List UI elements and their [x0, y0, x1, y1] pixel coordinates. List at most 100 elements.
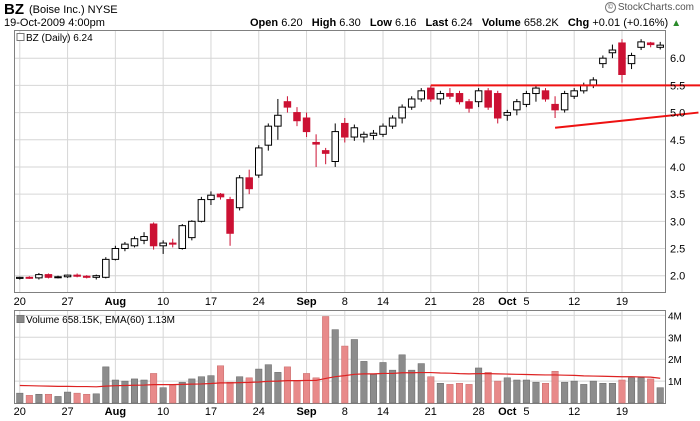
date-tick-label: Aug	[105, 406, 126, 418]
date-axis-volume: 20 27 Aug 10 17 24 Sep 8 14 21 28 Oct 5 12 19	[14, 406, 628, 418]
volume-bar	[513, 379, 521, 404]
volume-bar	[637, 377, 645, 404]
candle-body	[140, 236, 148, 241]
date-tick-label: 5	[523, 406, 529, 418]
high-label: High	[311, 17, 337, 29]
price-tick-label: 2.5	[670, 244, 685, 256]
volume-bar	[188, 378, 196, 404]
volume-bar	[73, 392, 81, 404]
volume-bar	[561, 381, 569, 404]
candle-body	[73, 274, 81, 277]
volume-bar	[350, 339, 358, 404]
volume-bar	[436, 383, 444, 404]
stockcharts-logo[interactable]: © StockCharts.com	[604, 2, 694, 13]
candle-body	[197, 199, 206, 222]
low-label: Low	[369, 17, 392, 29]
volume-axis: 1M 2M 3M 4M	[668, 311, 682, 388]
date-tick-label: 5	[523, 296, 529, 308]
volume-bar	[140, 379, 148, 404]
volume-bar	[417, 363, 425, 404]
candle-body	[226, 199, 234, 234]
candle-body	[321, 150, 330, 154]
volume-legend: Volume 658.15K, EMA(60) 1.13M	[26, 315, 175, 326]
candle-body	[274, 114, 282, 127]
candle-body	[398, 106, 406, 119]
trendline	[554, 111, 699, 129]
volume-bar	[570, 380, 578, 404]
volume-bar	[647, 378, 655, 404]
candle-body	[646, 42, 655, 46]
quote-datetime: 19-Oct-2009 4:00pm	[4, 17, 105, 29]
date-tick-label: Sep	[296, 296, 316, 308]
date-tick-label: 17	[205, 406, 217, 418]
price-panel-frame	[14, 30, 666, 293]
candle-body	[608, 49, 617, 54]
volume-tick-label: 4M	[668, 311, 682, 322]
candle-body	[474, 90, 483, 103]
candle-body	[493, 93, 502, 119]
candle-body	[63, 274, 72, 278]
volume-bar	[312, 377, 320, 404]
volume-bar	[25, 395, 33, 404]
up-arrow-icon: ▲	[671, 18, 682, 29]
date-tick-label: 27	[61, 296, 73, 308]
date-tick-label: 28	[472, 406, 484, 418]
candle-body	[379, 125, 387, 135]
volume-bar	[475, 367, 483, 404]
volume-value: 658.2K	[523, 17, 559, 29]
copyright-icon: ©	[604, 2, 616, 13]
volume-bar	[83, 393, 91, 404]
price-tick-label: 4.5	[670, 135, 685, 147]
volume-bar	[580, 384, 588, 404]
volume-bar	[599, 383, 607, 404]
candle-body	[407, 98, 416, 108]
chg-label: Chg	[567, 17, 590, 29]
volume-bar	[360, 361, 368, 404]
date-tick-label: Oct	[498, 296, 517, 308]
volume-bar	[589, 380, 597, 404]
volume-label: Volume	[481, 17, 521, 29]
candle-body	[178, 225, 187, 250]
volume-bar	[226, 381, 234, 404]
volume-bar	[92, 393, 100, 404]
candle-body	[570, 90, 578, 97]
candle-body	[427, 87, 435, 100]
date-tick-label: 21	[425, 296, 437, 308]
date-tick-label: 8	[342, 406, 348, 418]
volume-bar	[54, 396, 62, 404]
candle-body	[446, 93, 454, 97]
candle-body	[264, 125, 273, 146]
candle-body	[465, 101, 473, 109]
volume-bar	[264, 364, 272, 404]
price-tick-label: 4.0	[670, 162, 685, 174]
candle-body	[159, 242, 167, 247]
candle-body	[149, 223, 158, 247]
company-name: (Boise Inc.) NYSE	[29, 4, 118, 16]
date-tick-label: Sep	[296, 406, 316, 418]
volume-bar	[408, 369, 416, 404]
candle-body	[436, 93, 445, 100]
volume-bar	[379, 362, 387, 404]
candle-body	[388, 117, 397, 127]
candle-body	[235, 177, 244, 209]
candle-body	[360, 133, 368, 138]
volume-bar	[494, 380, 502, 404]
candle-body	[302, 117, 311, 133]
date-tick-label: 27	[61, 406, 73, 418]
open-value: 6.20	[281, 17, 303, 29]
date-tick-label: 24	[253, 406, 265, 418]
candle-body	[121, 243, 129, 249]
volume-bar	[102, 366, 110, 404]
volume-bar	[484, 372, 492, 404]
date-tick-label: 12	[568, 296, 580, 308]
volume-bar	[455, 383, 463, 404]
volume-bar	[197, 376, 205, 404]
date-tick-label: 20	[14, 406, 26, 418]
date-tick-label: 28	[472, 296, 484, 308]
volume-bar	[369, 374, 377, 404]
candle-body	[341, 122, 349, 138]
candle-body	[111, 248, 120, 260]
candle-body	[484, 90, 492, 108]
trendlines	[430, 84, 700, 129]
volume-tick-label: 3M	[668, 333, 682, 344]
